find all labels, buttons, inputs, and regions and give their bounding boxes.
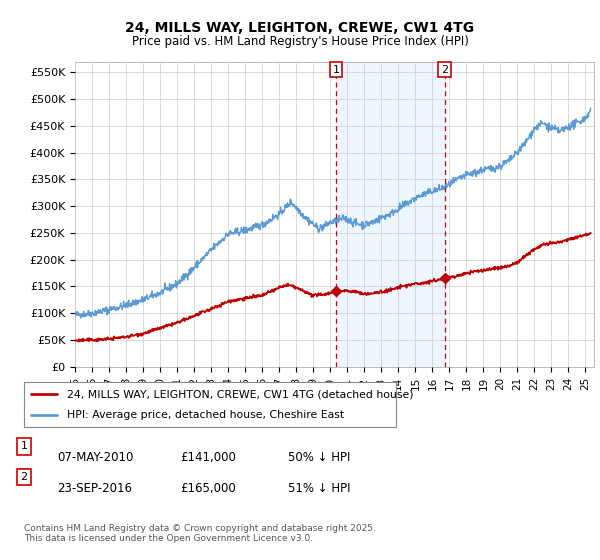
Text: 24, MILLS WAY, LEIGHTON, CREWE, CW1 4TG (detached house): 24, MILLS WAY, LEIGHTON, CREWE, CW1 4TG … xyxy=(67,389,413,399)
Text: £165,000: £165,000 xyxy=(180,482,236,494)
Text: £141,000: £141,000 xyxy=(180,451,236,464)
Text: 51% ↓ HPI: 51% ↓ HPI xyxy=(288,482,350,494)
Text: HPI: Average price, detached house, Cheshire East: HPI: Average price, detached house, Ches… xyxy=(67,409,344,419)
Text: Price paid vs. HM Land Registry's House Price Index (HPI): Price paid vs. HM Land Registry's House … xyxy=(131,35,469,48)
Bar xyxy=(336,62,445,367)
Text: 1: 1 xyxy=(20,441,28,451)
Text: 2: 2 xyxy=(441,64,448,74)
Text: 24, MILLS WAY, LEIGHTON, CREWE, CW1 4TG: 24, MILLS WAY, LEIGHTON, CREWE, CW1 4TG xyxy=(125,21,475,35)
Text: 07-MAY-2010: 07-MAY-2010 xyxy=(57,451,133,464)
Text: 23-SEP-2016: 23-SEP-2016 xyxy=(57,482,132,494)
Text: 50% ↓ HPI: 50% ↓ HPI xyxy=(288,451,350,464)
Text: 2: 2 xyxy=(20,472,28,482)
Text: Contains HM Land Registry data © Crown copyright and database right 2025.
This d: Contains HM Land Registry data © Crown c… xyxy=(24,524,376,543)
Text: 1: 1 xyxy=(333,64,340,74)
